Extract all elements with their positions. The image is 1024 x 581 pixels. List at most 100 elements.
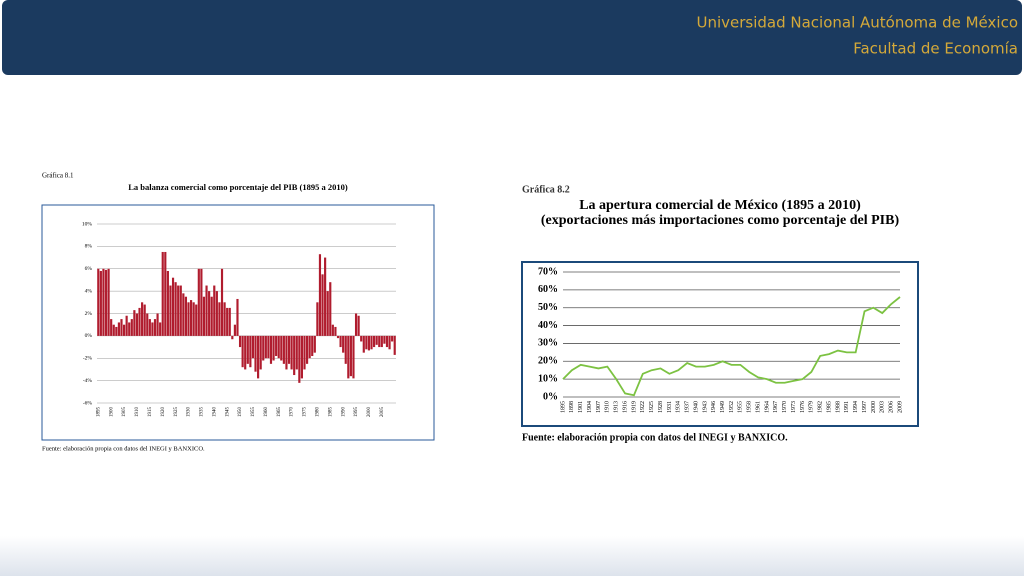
bar	[275, 335, 278, 357]
figure-label: Gráfica 8.1	[42, 172, 74, 180]
y-tick-label: -4%	[83, 378, 93, 384]
bar	[164, 251, 167, 336]
bar	[107, 268, 110, 336]
x-tick-label: 1970	[782, 401, 788, 413]
x-tick-label: 1937	[685, 401, 691, 413]
bar	[349, 335, 352, 377]
bar	[393, 335, 396, 355]
bar	[362, 335, 365, 353]
bar	[339, 335, 342, 348]
bar	[133, 310, 136, 336]
bar	[244, 335, 247, 370]
y-tick-label: 50%	[538, 302, 558, 313]
x-tick-label: 1895	[96, 407, 101, 418]
bar	[285, 335, 288, 370]
x-tick-label: 1982	[818, 401, 824, 413]
bar	[352, 335, 355, 379]
bar	[241, 335, 244, 368]
bar	[357, 315, 360, 336]
x-tick-label: 1919	[631, 401, 637, 413]
bar	[195, 304, 198, 336]
x-tick-label: 1964	[764, 401, 770, 413]
bar	[259, 335, 262, 370]
x-tick-label: 1955	[738, 401, 744, 413]
bar	[218, 302, 221, 336]
bar	[120, 319, 123, 336]
bar	[249, 335, 252, 368]
x-tick-label: 1985	[826, 401, 832, 413]
bar	[102, 268, 105, 336]
bar	[388, 335, 391, 350]
x-tick-label: 1960	[264, 407, 269, 418]
bar	[192, 302, 195, 336]
x-tick-label: 1940	[212, 407, 217, 418]
bar	[354, 313, 358, 336]
bar	[141, 302, 144, 336]
x-tick-label: 1965	[277, 407, 282, 418]
y-tick-label: 30%	[538, 338, 558, 349]
bar	[375, 335, 378, 345]
footer-band	[0, 536, 1024, 576]
bar	[272, 335, 275, 361]
bar	[189, 300, 193, 336]
bar	[254, 335, 257, 372]
bar	[208, 291, 211, 336]
subtitle-box: (exportaciones más importaciones como po…	[540, 213, 900, 228]
bar	[166, 270, 169, 336]
bar	[112, 324, 115, 336]
y-tick-label: 0%	[543, 391, 558, 402]
y-tick-label: -6%	[83, 400, 93, 406]
bar	[370, 335, 373, 350]
bar	[246, 335, 249, 364]
bar	[336, 335, 340, 339]
x-tick-label: 1925	[174, 407, 179, 418]
y-tick-label: 60%	[538, 284, 558, 295]
x-tick-label: 1961	[755, 401, 761, 413]
figure-label: Gráfica 8.2	[522, 184, 570, 195]
bar	[282, 335, 285, 364]
bar	[110, 319, 113, 336]
y-tick-label: 6%	[85, 266, 93, 272]
bar	[378, 335, 381, 348]
x-tick-label: 1940	[693, 401, 699, 413]
bar	[334, 326, 337, 336]
bar	[122, 324, 126, 336]
faculty: Facultad de Economía	[853, 40, 1018, 58]
bar	[321, 274, 324, 336]
x-tick-label: 1980	[316, 407, 321, 418]
bar	[197, 268, 200, 336]
x-tick-label: 1946	[711, 401, 717, 413]
bar	[331, 324, 334, 336]
x-tick-label: 1898	[569, 401, 575, 413]
bar	[316, 302, 319, 336]
bar	[280, 335, 283, 361]
bar	[238, 335, 242, 348]
bar	[277, 335, 280, 359]
university: Universidad Nacional Autónoma de México	[696, 14, 1018, 32]
bar	[344, 335, 347, 364]
bar	[365, 335, 368, 350]
bar	[318, 254, 322, 336]
x-tick-label: 1976	[800, 401, 806, 413]
x-tick-label: 1915	[148, 407, 153, 418]
chart-frame	[521, 261, 919, 427]
bar	[184, 296, 188, 336]
bar	[159, 322, 162, 336]
chart-subtitle: (exportaciones más importaciones como po…	[540, 213, 900, 228]
x-tick-label: 1945	[225, 407, 230, 418]
bar	[151, 322, 154, 336]
x-tick-label: 1990	[341, 407, 346, 418]
bar	[97, 268, 100, 336]
bar	[373, 335, 376, 348]
bar	[117, 322, 120, 336]
bar	[360, 335, 363, 342]
bar	[187, 302, 190, 336]
bar	[367, 335, 371, 351]
bar	[146, 313, 149, 336]
x-tick-label: 1904	[587, 401, 593, 413]
x-tick-label: 1930	[187, 407, 192, 418]
y-tick-label: 8%	[85, 244, 93, 250]
bar	[329, 282, 332, 336]
bar	[295, 335, 298, 370]
bar	[177, 285, 180, 336]
